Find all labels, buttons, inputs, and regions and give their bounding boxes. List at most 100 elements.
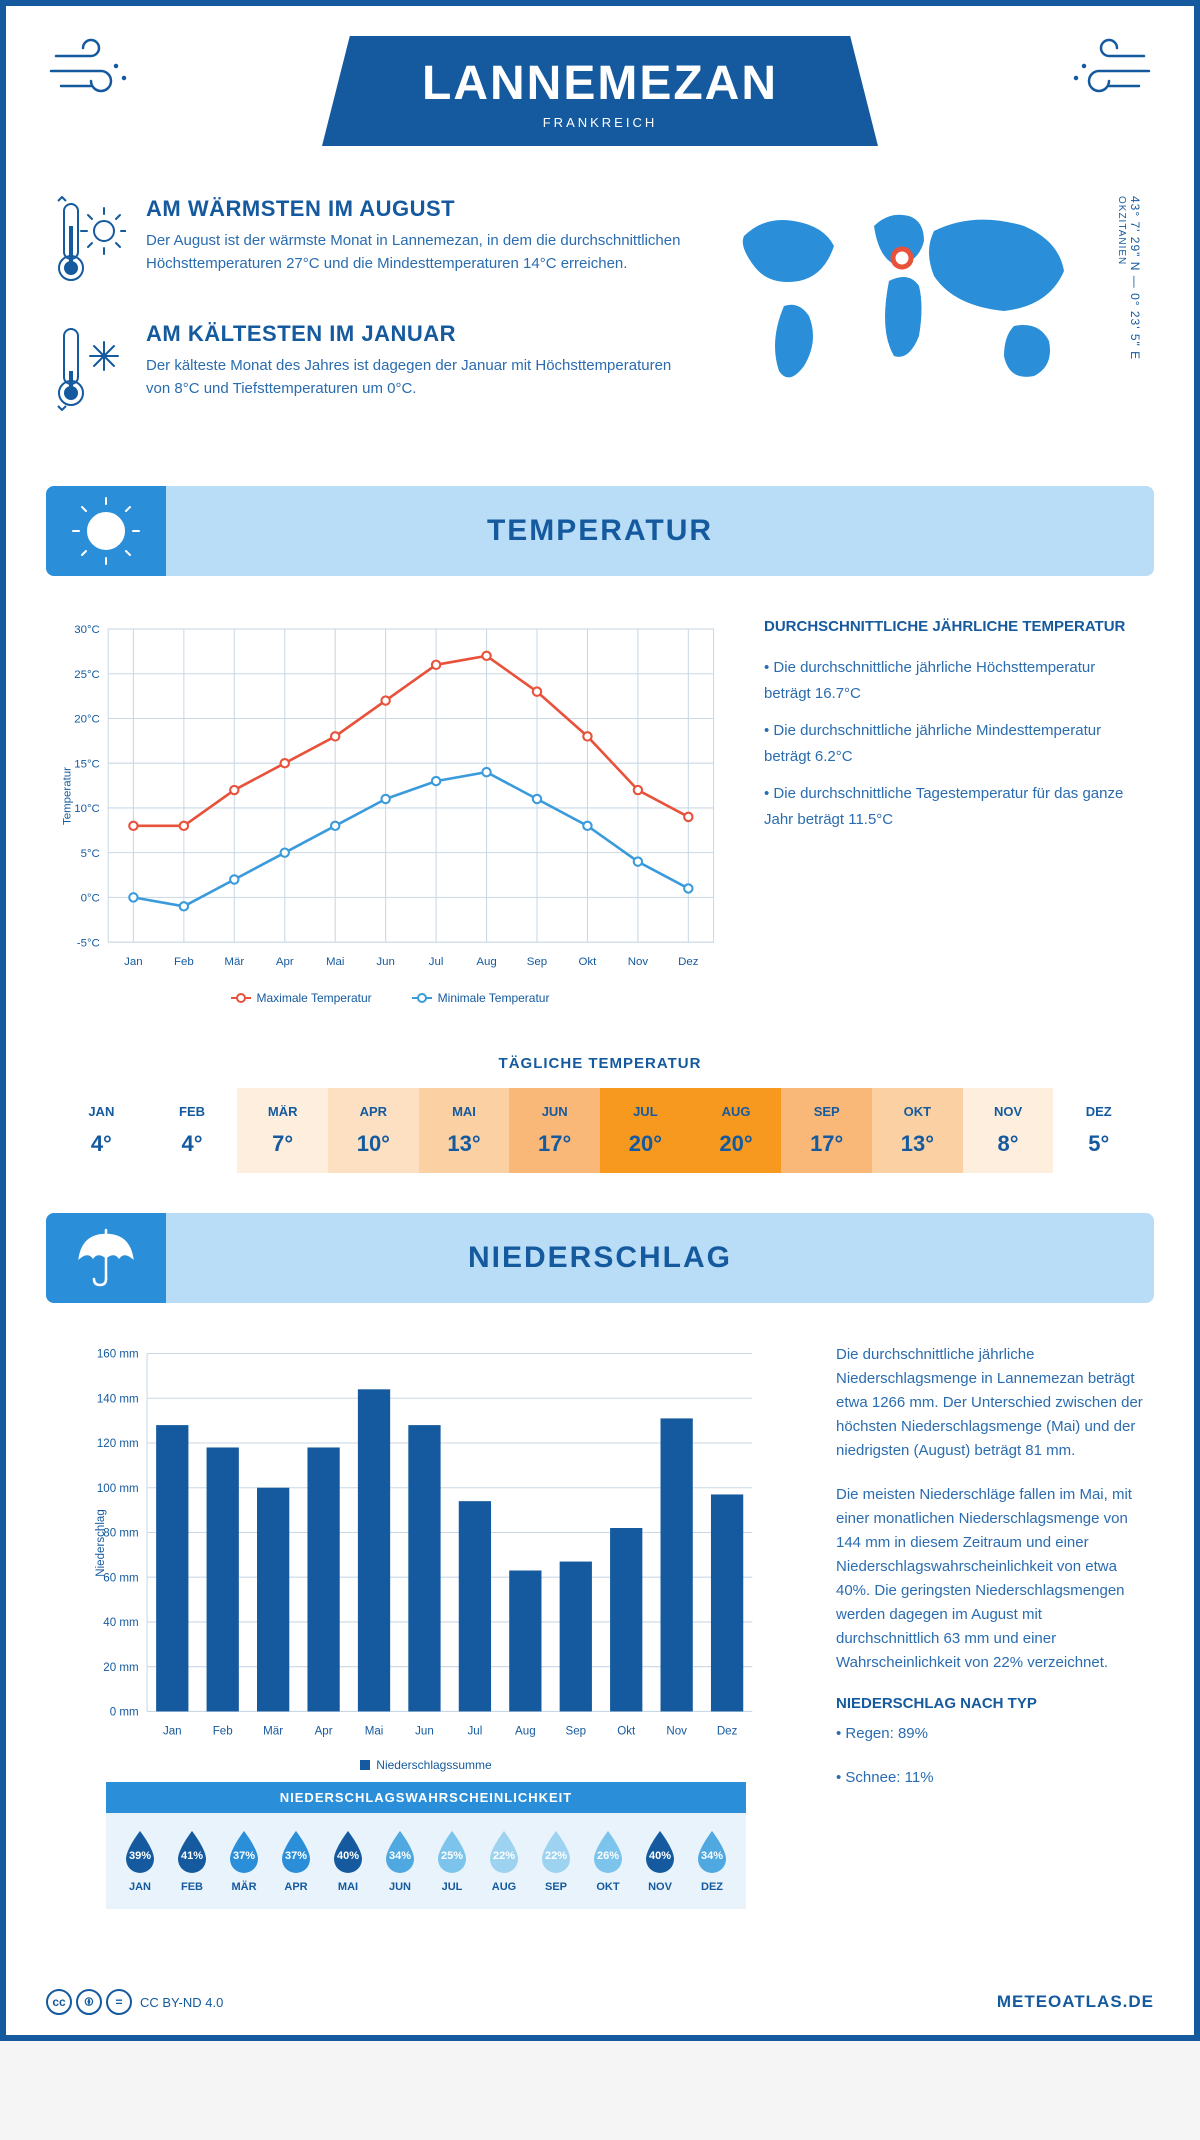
intro-section: AM WÄRMSTEN IM AUGUST Der August ist der… [6, 166, 1194, 486]
precipitation-content: 0 mm20 mm40 mm60 mm80 mm100 mm120 mm140 … [6, 1303, 1194, 1969]
svg-text:Dez: Dez [678, 956, 699, 968]
city-name: LANNEMEZAN [422, 56, 778, 111]
precip-text-1: Die durchschnittliche jährliche Niedersc… [836, 1343, 1144, 1463]
prob-cell: 22%SEP [530, 1829, 582, 1893]
daily-temp-cell: DEZ5° [1053, 1088, 1144, 1173]
svg-text:Feb: Feb [174, 956, 194, 968]
prob-cell: 22%AUG [478, 1829, 530, 1893]
svg-text:Niederschlag: Niederschlag [95, 1509, 107, 1576]
legend-min-label: Minimale Temperatur [438, 991, 550, 1005]
prob-cell: 40%NOV [634, 1829, 686, 1893]
infographic-page: LANNEMEZAN FRANKREICH AM WÄRMSTEN IM AUG… [0, 0, 1200, 2041]
svg-text:15°C: 15°C [74, 758, 100, 770]
prob-cell: 25%JUL [426, 1829, 478, 1893]
svg-text:Mär: Mär [263, 1726, 283, 1738]
daily-temp-title: TÄGLICHE TEMPERATUR [6, 1055, 1194, 1072]
legend-max-label: Maximale Temperatur [257, 991, 372, 1005]
temp-info-3: • Die durchschnittliche Tagestemperatur … [764, 781, 1144, 832]
license-block: cc 🅯 = CC BY-ND 4.0 [46, 1989, 223, 2015]
svg-text:Apr: Apr [276, 956, 294, 968]
svg-text:5°C: 5°C [81, 848, 100, 860]
daily-temp-cell: APR10° [328, 1088, 419, 1173]
map-block: 43° 7' 29" N — 0° 23' 5" E OKZITANIEN [724, 196, 1144, 446]
precip-bytype-title: NIEDERSCHLAG NACH TYP [836, 1695, 1144, 1712]
license-text: CC BY-ND 4.0 [140, 1995, 223, 2010]
svg-text:Sep: Sep [565, 1726, 586, 1738]
svg-text:Apr: Apr [315, 1726, 333, 1738]
svg-text:Nov: Nov [628, 956, 649, 968]
daily-temp-cell: JUN17° [509, 1088, 600, 1173]
svg-text:40 mm: 40 mm [103, 1617, 138, 1629]
coldest-title: AM KÄLTESTEN IM JANUAR [146, 321, 684, 347]
prob-cell: 26%OKT [582, 1829, 634, 1893]
svg-text:Okt: Okt [579, 956, 598, 968]
temperature-line-chart: -5°C0°C5°C10°C15°C20°C25°C30°CJanFebMärA… [56, 616, 724, 1005]
precipitation-title: NIEDERSCHLAG [468, 1241, 732, 1275]
coldest-text: Der kälteste Monat des Jahres ist dagege… [146, 355, 684, 400]
precipitation-probability: NIEDERSCHLAGSWAHRSCHEINLICHKEIT 39%JAN41… [106, 1782, 746, 1909]
prob-cell: 34%JUN [374, 1829, 426, 1893]
svg-text:Mai: Mai [326, 956, 344, 968]
svg-text:0 mm: 0 mm [110, 1707, 139, 1719]
svg-text:Sep: Sep [527, 956, 547, 968]
footer: cc 🅯 = CC BY-ND 4.0 METEOATLAS.DE [6, 1969, 1194, 2035]
daily-temp-cell: JAN4° [56, 1088, 147, 1173]
precip-chart-legend: Niederschlagssumme [56, 1758, 796, 1772]
svg-text:Jun: Jun [376, 956, 395, 968]
world-map-icon [724, 196, 1104, 421]
svg-text:Dez: Dez [717, 1726, 738, 1738]
country-name: FRANKREICH [422, 115, 778, 130]
svg-text:Feb: Feb [213, 1726, 233, 1738]
svg-text:Jul: Jul [429, 956, 444, 968]
svg-text:20 mm: 20 mm [103, 1662, 138, 1674]
daily-temp-cell: FEB4° [147, 1088, 238, 1173]
prob-cell: 34%DEZ [686, 1829, 738, 1893]
coord-region: OKZITANIEN [1116, 196, 1127, 265]
cc-icon: cc [46, 1989, 72, 2015]
svg-text:Okt: Okt [617, 1726, 636, 1738]
warmest-text: Der August ist der wärmste Monat in Lann… [146, 230, 684, 275]
svg-text:25°C: 25°C [74, 669, 100, 681]
precip-bytype-2: • Schnee: 11% [836, 1766, 1144, 1790]
svg-text:100 mm: 100 mm [97, 1483, 139, 1495]
site-name: METEOATLAS.DE [997, 1992, 1154, 2012]
warmest-title: AM WÄRMSTEN IM AUGUST [146, 196, 684, 222]
coord-lat: 43° 7' 29" N [1128, 196, 1142, 271]
daily-temp-cell: AUG20° [691, 1088, 782, 1173]
svg-text:Temperatur: Temperatur [62, 767, 74, 825]
svg-text:160 mm: 160 mm [97, 1349, 139, 1361]
wind-icon-right [1064, 36, 1154, 111]
precip-bytype-1: • Regen: 89% [836, 1722, 1144, 1746]
daily-temp-grid: JAN4°FEB4°MÄR7°APR10°MAI13°JUN17°JUL20°A… [56, 1088, 1144, 1173]
svg-text:30°C: 30°C [74, 624, 100, 636]
svg-text:140 mm: 140 mm [97, 1393, 139, 1405]
warmest-fact: AM WÄRMSTEN IM AUGUST Der August ist der… [56, 196, 684, 291]
svg-text:Mär: Mär [224, 956, 244, 968]
daily-temp-cell: MAI13° [419, 1088, 510, 1173]
umbrella-icon [46, 1213, 166, 1303]
coldest-fact: AM KÄLTESTEN IM JANUAR Der kälteste Mona… [56, 321, 684, 416]
daily-temp-cell: OKT13° [872, 1088, 963, 1173]
precipitation-info: Die durchschnittliche jährliche Niedersc… [836, 1343, 1144, 1949]
svg-text:120 mm: 120 mm [97, 1438, 139, 1450]
temp-info-2: • Die durchschnittliche jährliche Mindes… [764, 718, 1144, 769]
svg-text:Jul: Jul [468, 1726, 483, 1738]
svg-text:Mai: Mai [365, 1726, 384, 1738]
header: LANNEMEZAN FRANKREICH [6, 6, 1194, 166]
svg-text:0°C: 0°C [81, 893, 100, 905]
svg-text:-5°C: -5°C [77, 937, 100, 949]
svg-text:Jan: Jan [163, 1726, 182, 1738]
precipitation-section-header: NIEDERSCHLAG [46, 1213, 1154, 1303]
sun-icon [46, 486, 166, 576]
title-banner: LANNEMEZAN FRANKREICH [322, 36, 878, 146]
precip-text-2: Die meisten Niederschläge fallen im Mai,… [836, 1483, 1144, 1675]
temperature-title: TEMPERATUR [487, 514, 713, 548]
thermometer-hot-icon [56, 196, 126, 291]
temperature-content: -5°C0°C5°C10°C15°C20°C25°C30°CJanFebMärA… [6, 576, 1194, 1035]
prob-cell: 37%MÄR [218, 1829, 270, 1893]
nd-icon: = [106, 1989, 132, 2015]
prob-cell: 40%MAI [322, 1829, 374, 1893]
coord-lon: 0° 23' 5" E [1128, 293, 1142, 360]
prob-title: NIEDERSCHLAGSWAHRSCHEINLICHKEIT [106, 1782, 746, 1813]
svg-text:Aug: Aug [476, 956, 496, 968]
